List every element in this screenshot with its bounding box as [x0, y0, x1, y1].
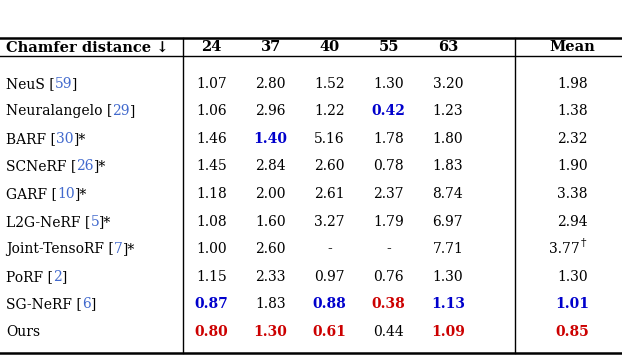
Text: 2.94: 2.94: [557, 215, 588, 229]
Text: ]*: ]*: [100, 215, 111, 229]
Text: Neuralangelo [: Neuralangelo [: [6, 104, 113, 118]
Text: 24: 24: [202, 40, 221, 54]
Text: 1.60: 1.60: [255, 215, 286, 229]
Text: 0.78: 0.78: [373, 159, 404, 174]
Text: 2.32: 2.32: [557, 132, 588, 146]
Text: ]: ]: [62, 270, 67, 284]
Text: 1.79: 1.79: [373, 215, 404, 229]
Text: 26: 26: [77, 159, 94, 174]
Text: 2.96: 2.96: [255, 104, 286, 118]
Text: 29: 29: [113, 104, 130, 118]
Text: 1.13: 1.13: [431, 297, 465, 312]
Text: 0.38: 0.38: [372, 297, 406, 312]
Text: ]: ]: [72, 77, 78, 91]
Text: SG-NeRF [: SG-NeRF [: [6, 297, 82, 312]
Text: 1.08: 1.08: [196, 215, 227, 229]
Text: 1.52: 1.52: [314, 77, 345, 91]
Text: ]*: ]*: [75, 187, 87, 201]
Text: 1.30: 1.30: [373, 77, 404, 91]
Text: 55: 55: [379, 40, 399, 54]
Text: 1.18: 1.18: [196, 187, 227, 201]
Text: 1.30: 1.30: [557, 270, 588, 284]
Text: 0.88: 0.88: [313, 297, 346, 312]
Text: 1.83: 1.83: [255, 297, 286, 312]
Text: 1.09: 1.09: [431, 325, 465, 339]
Text: 1.40: 1.40: [254, 132, 287, 146]
Text: 3.27: 3.27: [314, 215, 345, 229]
Text: 8.74: 8.74: [432, 187, 463, 201]
Text: -: -: [327, 242, 332, 256]
Text: 2.60: 2.60: [314, 159, 345, 174]
Text: 2.84: 2.84: [255, 159, 286, 174]
Text: 7: 7: [114, 242, 123, 256]
Text: †: †: [581, 238, 586, 248]
Text: Chamfer distance ↓: Chamfer distance ↓: [6, 40, 169, 54]
Text: SCNeRF [: SCNeRF [: [6, 159, 77, 174]
Text: 0.80: 0.80: [195, 325, 228, 339]
Text: 0.76: 0.76: [373, 270, 404, 284]
Text: 1.78: 1.78: [373, 132, 404, 146]
Text: 1.83: 1.83: [432, 159, 463, 174]
Text: 10: 10: [57, 187, 75, 201]
Text: 1.00: 1.00: [196, 242, 227, 256]
Text: -: -: [386, 242, 391, 256]
Text: 3.77: 3.77: [549, 242, 580, 256]
Text: 3.20: 3.20: [432, 77, 463, 91]
Text: 30: 30: [56, 132, 73, 146]
Text: 1.45: 1.45: [196, 159, 227, 174]
Text: 5.16: 5.16: [314, 132, 345, 146]
Text: 6: 6: [82, 297, 91, 312]
Text: 0.85: 0.85: [555, 325, 589, 339]
Text: NeuS [: NeuS [: [6, 77, 55, 91]
Text: 1.15: 1.15: [196, 270, 227, 284]
Text: 0.44: 0.44: [373, 325, 404, 339]
Text: 1.30: 1.30: [254, 325, 287, 339]
Text: 0.61: 0.61: [313, 325, 346, 339]
Text: 1.22: 1.22: [314, 104, 345, 118]
Text: Mean: Mean: [549, 40, 595, 54]
Text: 0.87: 0.87: [195, 297, 228, 312]
Text: 5: 5: [90, 215, 100, 229]
Text: 0.42: 0.42: [372, 104, 406, 118]
Text: ]: ]: [91, 297, 96, 312]
Text: 2.80: 2.80: [255, 77, 286, 91]
Text: ]*: ]*: [123, 242, 135, 256]
Text: 40: 40: [320, 40, 340, 54]
Text: 1.07: 1.07: [196, 77, 227, 91]
Text: 1.80: 1.80: [432, 132, 463, 146]
Text: 2.61: 2.61: [314, 187, 345, 201]
Text: 1.01: 1.01: [555, 297, 589, 312]
Text: 1.46: 1.46: [196, 132, 227, 146]
Text: 2.00: 2.00: [255, 187, 286, 201]
Text: GARF [: GARF [: [6, 187, 57, 201]
Text: 3.38: 3.38: [557, 187, 588, 201]
Text: ]*: ]*: [73, 132, 86, 146]
Text: ]*: ]*: [94, 159, 106, 174]
Text: 2: 2: [53, 270, 62, 284]
Text: 2.37: 2.37: [373, 187, 404, 201]
Text: 6.97: 6.97: [432, 215, 463, 229]
Text: 0.97: 0.97: [314, 270, 345, 284]
Text: PoRF [: PoRF [: [6, 270, 53, 284]
Text: 1.23: 1.23: [432, 104, 463, 118]
Text: 1.90: 1.90: [557, 159, 588, 174]
Text: 2.33: 2.33: [255, 270, 286, 284]
Text: 37: 37: [261, 40, 281, 54]
Text: Joint-TensoRF [: Joint-TensoRF [: [6, 242, 114, 256]
Text: ]: ]: [130, 104, 136, 118]
Text: Ours: Ours: [6, 325, 40, 339]
Text: 1.30: 1.30: [432, 270, 463, 284]
Text: 1.98: 1.98: [557, 77, 588, 91]
Text: BARF [: BARF [: [6, 132, 56, 146]
Text: 63: 63: [438, 40, 458, 54]
Text: 1.38: 1.38: [557, 104, 588, 118]
Text: 1.06: 1.06: [196, 104, 227, 118]
Text: 7.71: 7.71: [432, 242, 463, 256]
Text: 2.60: 2.60: [255, 242, 286, 256]
Text: L2G-NeRF [: L2G-NeRF [: [6, 215, 90, 229]
Text: 59: 59: [55, 77, 72, 91]
